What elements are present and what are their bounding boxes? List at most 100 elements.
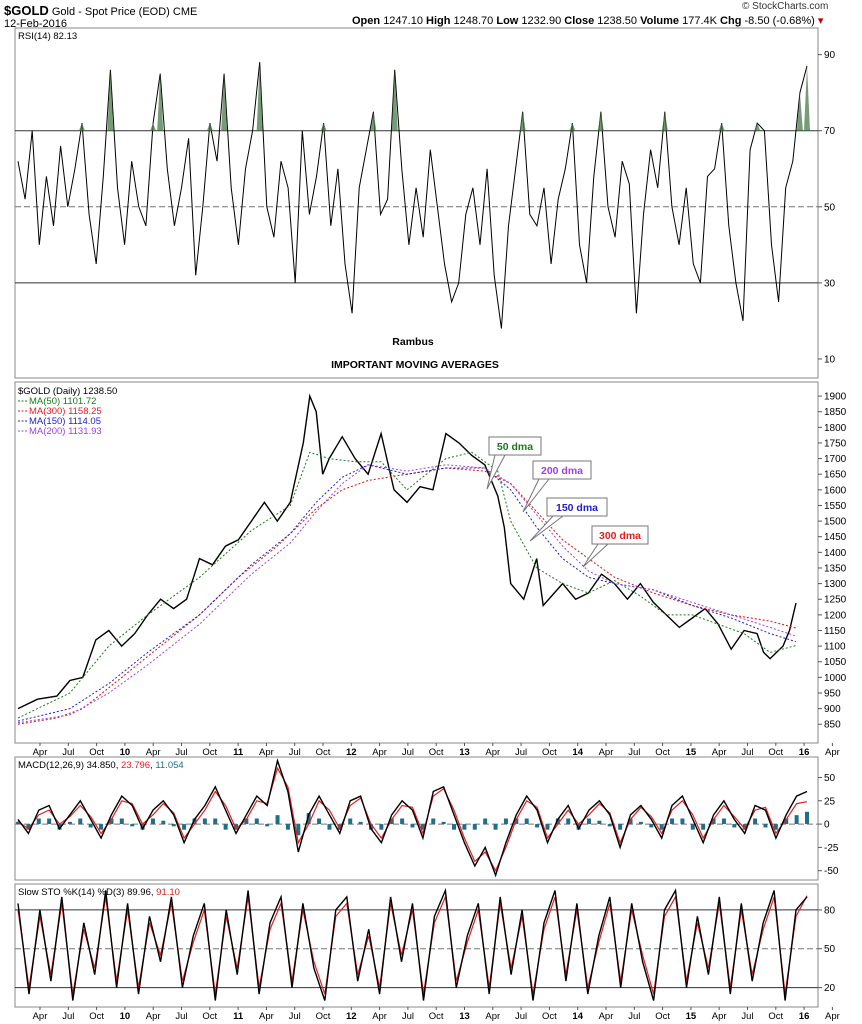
x-tick-label: 12 [346,747,357,758]
callout-box [488,436,542,456]
x-tick-label: Jul [402,1011,414,1022]
rsi-overbought-fill [256,62,263,131]
macd-histogram-bar [47,818,52,825]
macd-histogram-bar [670,818,675,825]
x-tick-label: 15 [686,747,697,758]
rsi-overbought-fill [519,111,526,131]
macd-histogram-bar [400,818,405,825]
macd-histogram-bar [462,824,467,830]
rsi-overbought-fill [157,73,164,131]
macd-legend-part: 23.796 [121,760,150,771]
macd-histogram-bar [753,818,758,825]
y-tick-label-price: 1550 [824,501,847,512]
macd-histogram-bar [285,824,290,830]
macd-histogram-bar [358,821,363,825]
y-tick-label-price: 1600 [824,485,847,496]
x-tick-label: Apr [825,747,840,758]
y-tick-label-price: 1350 [824,563,847,574]
panel-frame-rsi [14,27,819,379]
rsi-overbought-fill [661,111,668,131]
volume-label: Volume [640,15,680,27]
x-tick-label: 10 [120,747,131,758]
x-tick-label: 11 [233,747,244,758]
macd-histogram-bar [265,824,270,827]
x-tick-label: Apr [599,747,614,758]
y-tick-label-price: 1700 [824,454,847,465]
macd-histogram-bar [618,824,623,830]
rsi-legend: RSI(14) 82.13 [18,31,77,42]
author-note: Rambus [392,336,434,348]
x-tick-label: 16 [799,747,810,758]
macd-histogram-bar [296,824,301,836]
macd-histogram-bar [119,818,124,825]
y-tick-label-rsi: 90 [824,50,836,61]
rsi-overbought-fill [221,73,228,131]
x-tick-label: Jul [628,747,640,758]
macd-histogram-bar [649,824,654,828]
macd-histogram-bar [192,818,197,825]
macd-histogram-bar [150,818,155,825]
macd-histogram-bar [721,818,726,825]
panel-frames [14,27,819,1008]
x-tick-label: Jul [289,747,301,758]
y-tick-label-macd: 0 [824,820,830,831]
macd-legend: MACD(12,26,9) 34.850, 23.796, 11.054 [18,760,184,771]
y-tick-label-rsi: 10 [824,354,836,365]
legend-ma200: MA(200) 1131.93 [29,426,102,437]
ma200-line [17,464,797,724]
macd-histogram-bar [389,818,394,825]
x-tick-label: Apr [485,1011,500,1022]
x-tick-label: Oct [655,1011,670,1022]
macd-histogram-bar [88,824,93,828]
callout-box [532,460,592,480]
price-chart-title: $GOLD (Daily) 1238.50 [18,386,117,397]
macd-histogram-bar [452,824,457,830]
y-tick-label-macd: 25 [824,796,836,807]
open-label: Open [352,15,381,27]
panel-frame-price [14,381,819,744]
macd-histogram-bar [607,824,612,827]
y-tick-label-rsi: 70 [824,126,836,137]
x-tick-label: Jul [402,747,414,758]
callout-label: 300 dma [599,530,641,542]
macd-histogram-bar [742,824,747,830]
x-tick-label: Apr [599,1011,614,1022]
callout-label: 150 dma [556,502,598,514]
close-value: 1238.50 [597,15,638,27]
x-tick-label: Jul [175,1011,187,1022]
rsi-overbought-fill [150,123,157,131]
x-tick-label: Oct [429,747,444,758]
rsi-overbought-fill [206,123,213,131]
y-tick-label-price: 1800 [824,423,847,434]
x-tick-label: Apr [712,1011,727,1022]
y-tick-label-price: 850 [824,720,841,731]
annotation-layer: 50 dma 200 dma 150 dma 300 dma [486,436,649,568]
macd-histogram-bar [130,824,135,827]
sto-legend: Slow STO %K(14) %D(3) 89.96, 91.10 [18,887,180,898]
macd-histogram-bar [410,824,415,828]
callout-pointer [486,454,506,490]
sto-d-line [17,894,808,995]
high-label: High [426,15,451,27]
x-tick-label: 13 [459,747,470,758]
macd-legend-part: MACD(12,26,9) 34.850, [18,760,121,771]
macd-histogram-bar [99,824,104,830]
x-tick-label: Apr [485,747,500,758]
macd-histogram-bar [659,824,664,830]
macd-histogram-bar [794,815,799,825]
macd-legend-part: 11.054 [155,760,183,771]
macd-histogram-bar [472,824,477,830]
rsi-overbought-fill [718,123,725,131]
close-label: Close [564,15,595,27]
macd-histogram-bar [524,818,529,825]
macd-histogram-bar [223,824,228,830]
macd-histogram-bar [275,815,280,825]
y-tick-label-price: 1900 [824,392,847,403]
low-value: 1232.90 [521,15,562,27]
ma300-line [17,467,797,725]
volume-value: 177.4K [682,15,717,27]
rsi-overbought-fill [597,111,604,131]
grid-lines [15,130,818,989]
macd-histogram-bar [483,818,488,825]
